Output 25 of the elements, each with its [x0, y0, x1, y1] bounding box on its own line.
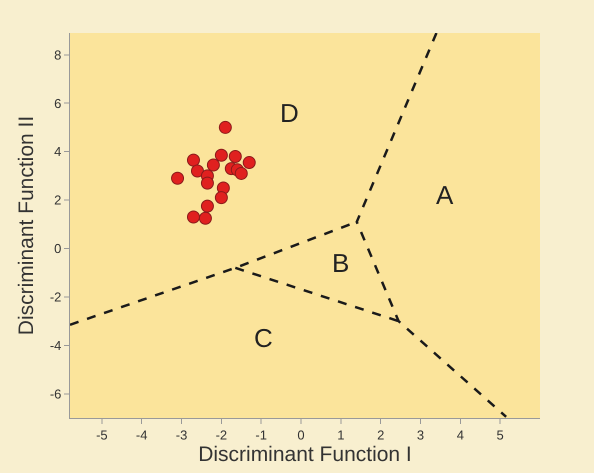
- x-tick-label: -4: [136, 428, 148, 443]
- x-tick-label: 0: [297, 428, 305, 443]
- y-tick-label: 2: [54, 192, 62, 208]
- x-tick-label: 1: [337, 428, 344, 443]
- annotation: B: [332, 248, 350, 278]
- y-axis-title: Discriminant Function II: [14, 116, 38, 336]
- y-tick-label: 8: [54, 47, 62, 62]
- y-tick-label: 4: [54, 144, 62, 160]
- annotation: A: [436, 180, 454, 210]
- x-tick-label: -2: [216, 428, 228, 443]
- x-axis-title: Discriminant Function I: [198, 442, 412, 466]
- x-tick-label: -3: [176, 428, 188, 443]
- x-tick-label: 5: [496, 428, 504, 443]
- x-tick-label: -1: [255, 428, 267, 443]
- y-tick-label: -4: [50, 338, 62, 353]
- x-tick-label: 3: [416, 428, 424, 443]
- y-tick-label: -2: [50, 289, 62, 304]
- annotation: C: [254, 323, 273, 353]
- y-tick-label: 6: [54, 96, 62, 111]
- x-tick-label: 2: [377, 428, 384, 443]
- y-tick-label: 0: [54, 241, 62, 256]
- annotation: D: [280, 98, 299, 128]
- y-tick-label: -6: [50, 386, 62, 402]
- x-tick-label: -5: [96, 428, 108, 443]
- x-tick-label: 4: [456, 428, 464, 443]
